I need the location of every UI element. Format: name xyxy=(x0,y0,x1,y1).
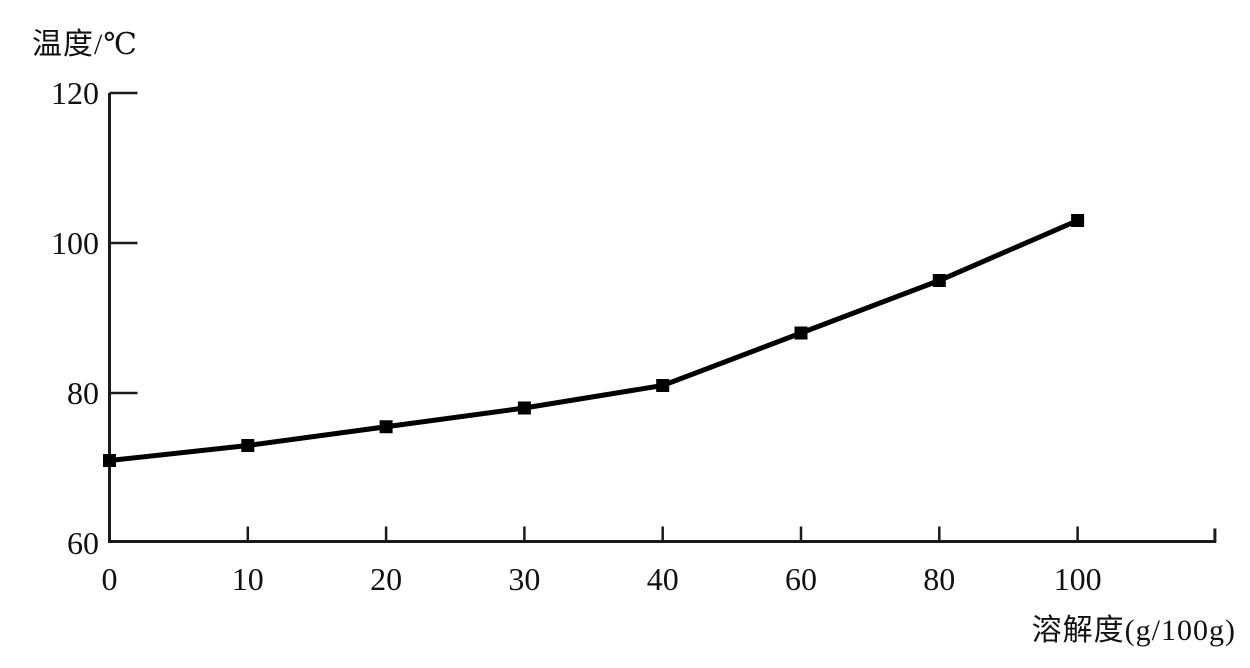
data-point-marker xyxy=(1071,214,1085,227)
x-tick-label: 40 xyxy=(647,561,679,597)
x-tick-label: 10 xyxy=(232,561,264,597)
y-tick-label: 60 xyxy=(67,525,99,561)
x-tick-label: 100 xyxy=(1054,561,1102,597)
y-tick-label: 80 xyxy=(67,375,99,411)
x-tick-label: 20 xyxy=(370,561,402,597)
x-tick-label: 30 xyxy=(508,561,540,597)
data-point-marker xyxy=(656,379,670,392)
data-point-marker xyxy=(241,439,255,452)
x-axis-title: 溶解度(g/100g) xyxy=(1031,614,1236,647)
data-line xyxy=(109,218,1079,463)
data-point-marker xyxy=(932,274,946,287)
data-point-marker xyxy=(103,454,116,467)
y-tick-label: 120 xyxy=(51,75,99,111)
x-tick-label: 0 xyxy=(102,561,118,597)
data-point-marker xyxy=(794,326,808,340)
x-tick-label: 80 xyxy=(923,561,955,597)
data-point-marker xyxy=(379,420,393,434)
y-axis-title: 温度/℃ xyxy=(32,28,138,61)
y-tick-label: 100 xyxy=(51,225,99,261)
data-point-marker xyxy=(517,401,531,415)
x-tick-label: 60 xyxy=(785,561,817,597)
